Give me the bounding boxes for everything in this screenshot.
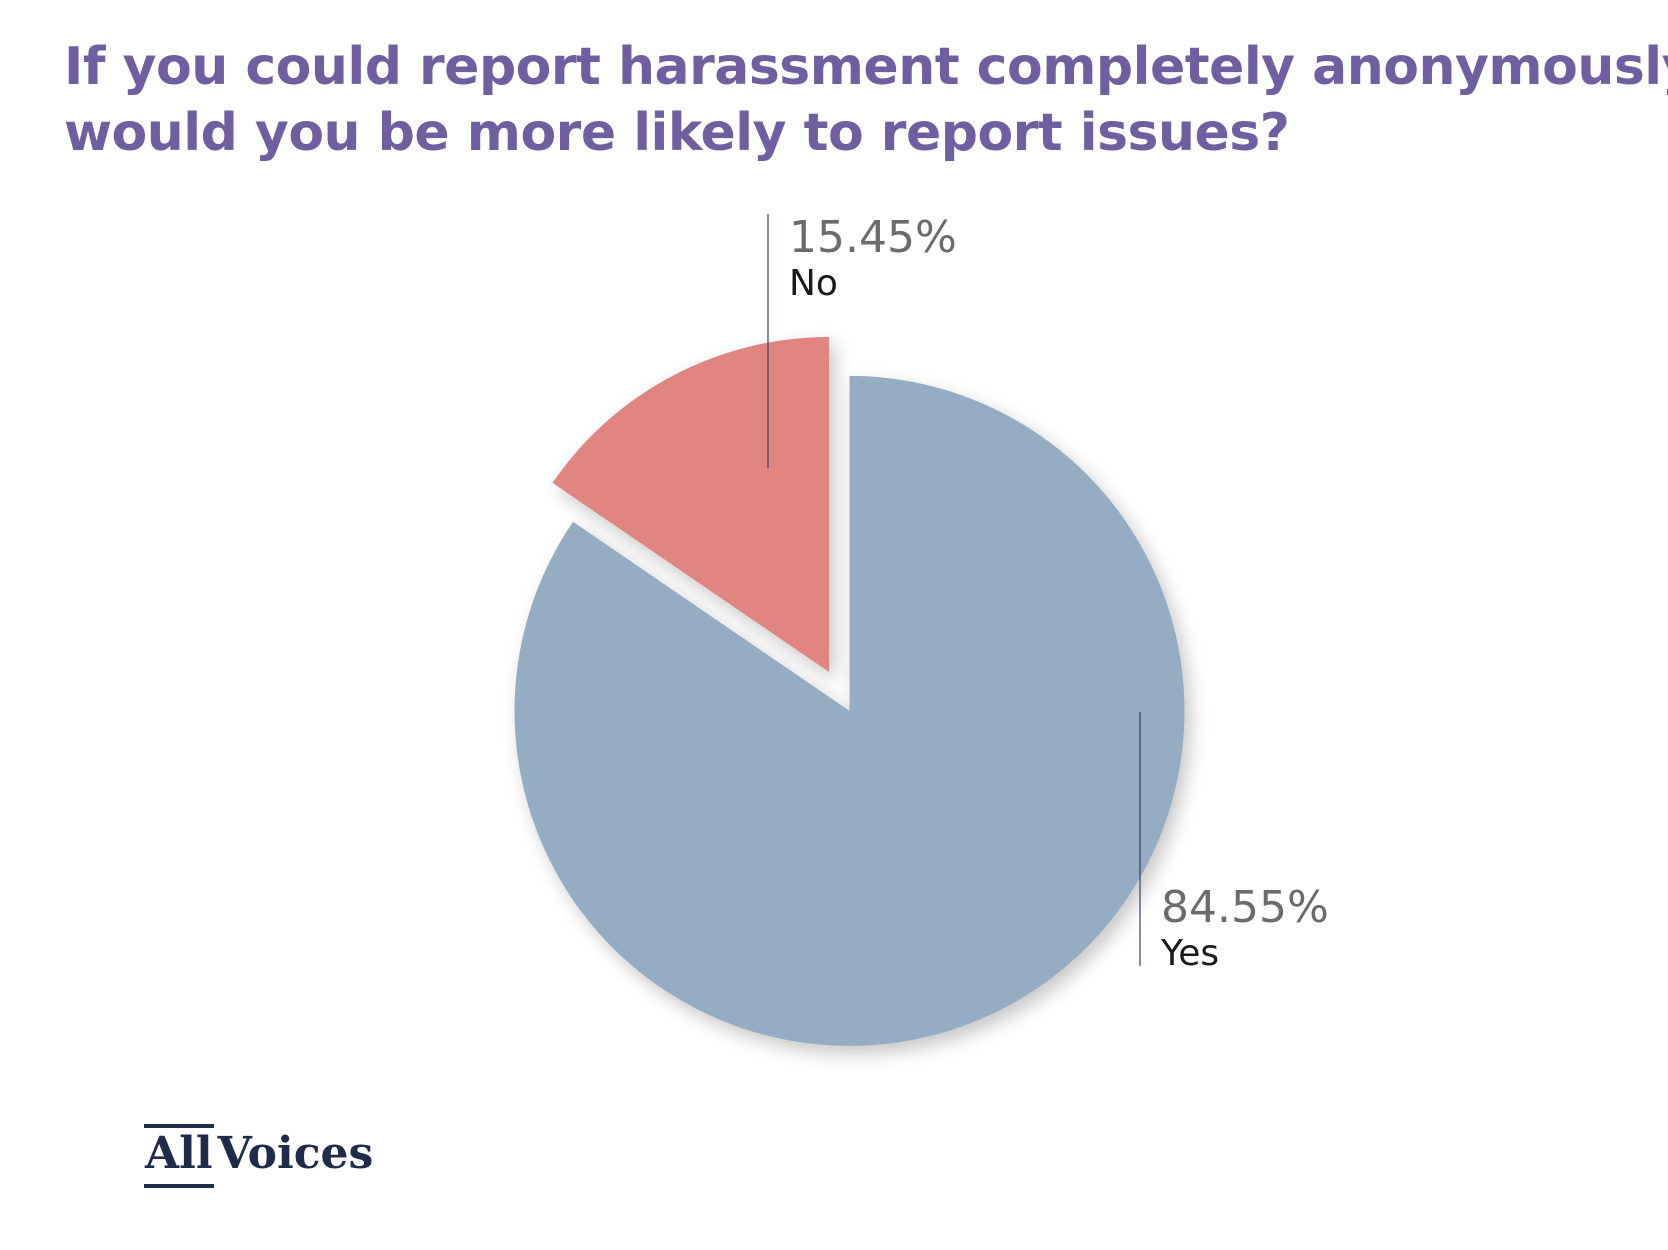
chart-title-line-1: If you could report harassment completel… (64, 37, 1668, 97)
chart-title: If you could report harassment completel… (64, 34, 1668, 166)
logo-text-voices: Voices (217, 1128, 374, 1179)
pie-slice-no (552, 337, 829, 672)
allvoices-logo: All Voices (144, 1122, 374, 1188)
pie-labels: 84.55%Yes 15.45%No (767, 212, 1329, 974)
pie-slices (514, 337, 1185, 1046)
data-label-category-yes: Yes (1160, 933, 1219, 974)
data-label-value-yes: 84.55% (1161, 882, 1329, 933)
pie-slice-yes (514, 375, 1185, 1046)
logo-text-all: All (144, 1122, 214, 1188)
chart-title-line-2: would you be more likely to report issue… (64, 103, 1290, 163)
data-label-value-no: 15.45% (789, 212, 957, 263)
data-label-category-no: No (789, 263, 838, 304)
